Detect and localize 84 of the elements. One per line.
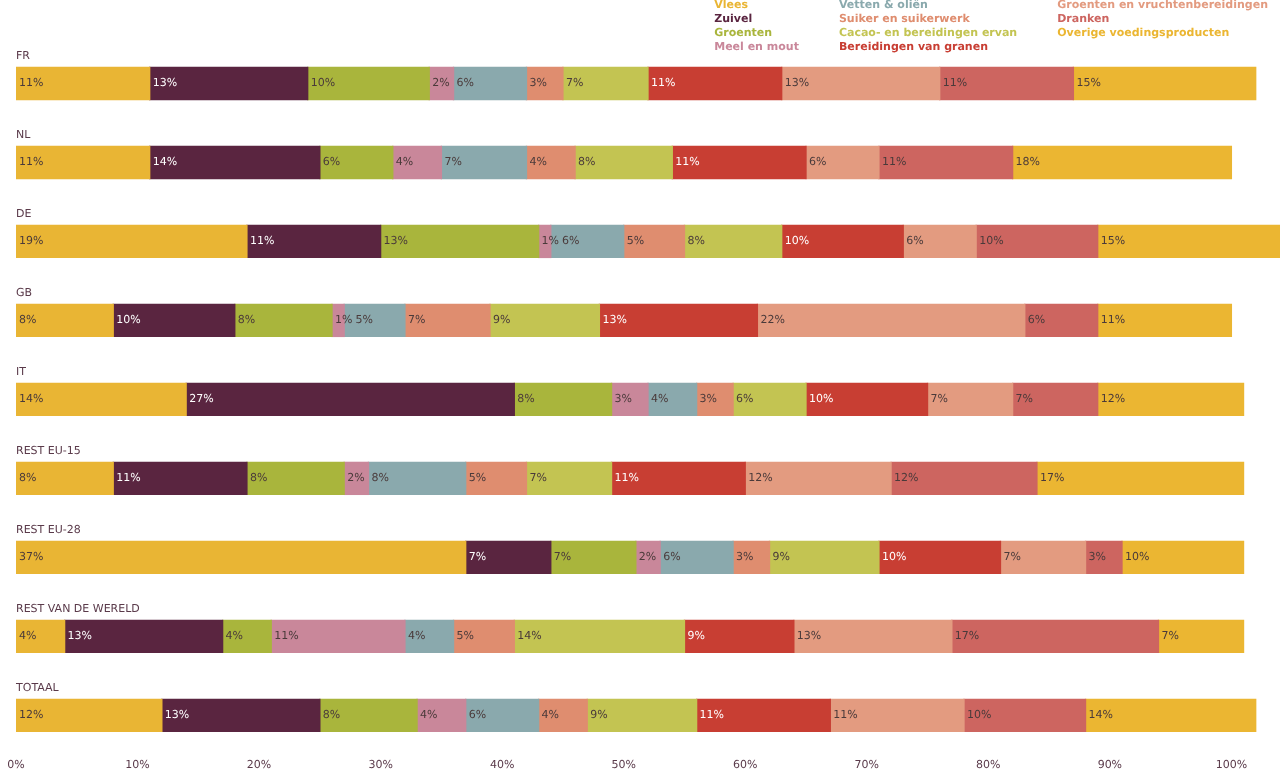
bar xyxy=(878,540,1002,575)
bar xyxy=(1072,66,1257,101)
bar xyxy=(452,66,528,101)
bar xyxy=(598,303,759,338)
bar xyxy=(1024,303,1099,338)
bar xyxy=(659,540,734,575)
bar xyxy=(221,619,272,653)
bar xyxy=(1011,382,1099,417)
bar xyxy=(234,303,333,338)
bar xyxy=(671,145,807,180)
bar xyxy=(16,66,151,101)
bar xyxy=(112,303,236,338)
bar xyxy=(16,303,114,338)
bar xyxy=(513,619,686,653)
bar xyxy=(781,224,904,259)
bar xyxy=(793,619,953,653)
bar xyxy=(379,224,540,259)
bar xyxy=(404,303,491,338)
bar xyxy=(878,145,1014,180)
bar xyxy=(902,224,977,259)
bar xyxy=(744,461,892,496)
bar xyxy=(963,698,1087,732)
bar xyxy=(1121,540,1245,575)
bar xyxy=(270,619,406,653)
bar xyxy=(149,66,309,101)
bar xyxy=(683,224,783,259)
bar xyxy=(319,145,394,180)
bar xyxy=(951,619,1160,653)
bar xyxy=(768,540,880,575)
bar xyxy=(939,66,1075,101)
bar xyxy=(1097,382,1245,417)
bar xyxy=(610,461,746,496)
bar xyxy=(465,540,552,575)
bar xyxy=(574,145,673,180)
bar xyxy=(489,303,601,338)
bar xyxy=(149,145,321,180)
bar xyxy=(465,698,540,732)
bar xyxy=(1097,303,1233,338)
bar xyxy=(16,698,163,732)
bar xyxy=(440,145,528,180)
bar xyxy=(246,224,382,259)
bar xyxy=(537,698,588,732)
bar xyxy=(695,698,831,732)
bar xyxy=(16,540,467,575)
bar xyxy=(1097,224,1280,259)
bar xyxy=(999,540,1087,575)
bar xyxy=(16,619,66,653)
bar xyxy=(246,461,345,496)
bar xyxy=(367,461,467,496)
bar xyxy=(623,224,686,259)
bar xyxy=(16,145,151,180)
bar xyxy=(465,461,528,496)
bar xyxy=(732,382,807,417)
bar xyxy=(319,698,418,732)
bar xyxy=(452,619,515,653)
bar xyxy=(829,698,965,732)
bar xyxy=(975,224,1099,259)
bar xyxy=(1157,619,1245,653)
bar xyxy=(805,145,880,180)
bar xyxy=(16,461,114,496)
bar xyxy=(781,66,941,101)
bar xyxy=(525,461,613,496)
bar xyxy=(392,145,443,180)
bar xyxy=(161,698,321,732)
bar xyxy=(890,461,1038,496)
bar xyxy=(16,382,187,417)
bar xyxy=(926,382,1014,417)
bar xyxy=(647,66,783,101)
bar xyxy=(586,698,698,732)
bar xyxy=(1084,698,1257,732)
bar xyxy=(550,540,637,575)
bar xyxy=(112,461,248,496)
bar xyxy=(63,619,224,653)
bar xyxy=(185,382,515,417)
bar xyxy=(1036,461,1245,496)
bar xyxy=(525,145,576,180)
bar xyxy=(307,66,430,101)
bar xyxy=(805,382,929,417)
bar xyxy=(562,66,649,101)
bar xyxy=(683,619,795,653)
bar xyxy=(1011,145,1233,180)
bar xyxy=(16,224,248,259)
bar xyxy=(513,382,613,417)
bar xyxy=(756,303,1026,338)
